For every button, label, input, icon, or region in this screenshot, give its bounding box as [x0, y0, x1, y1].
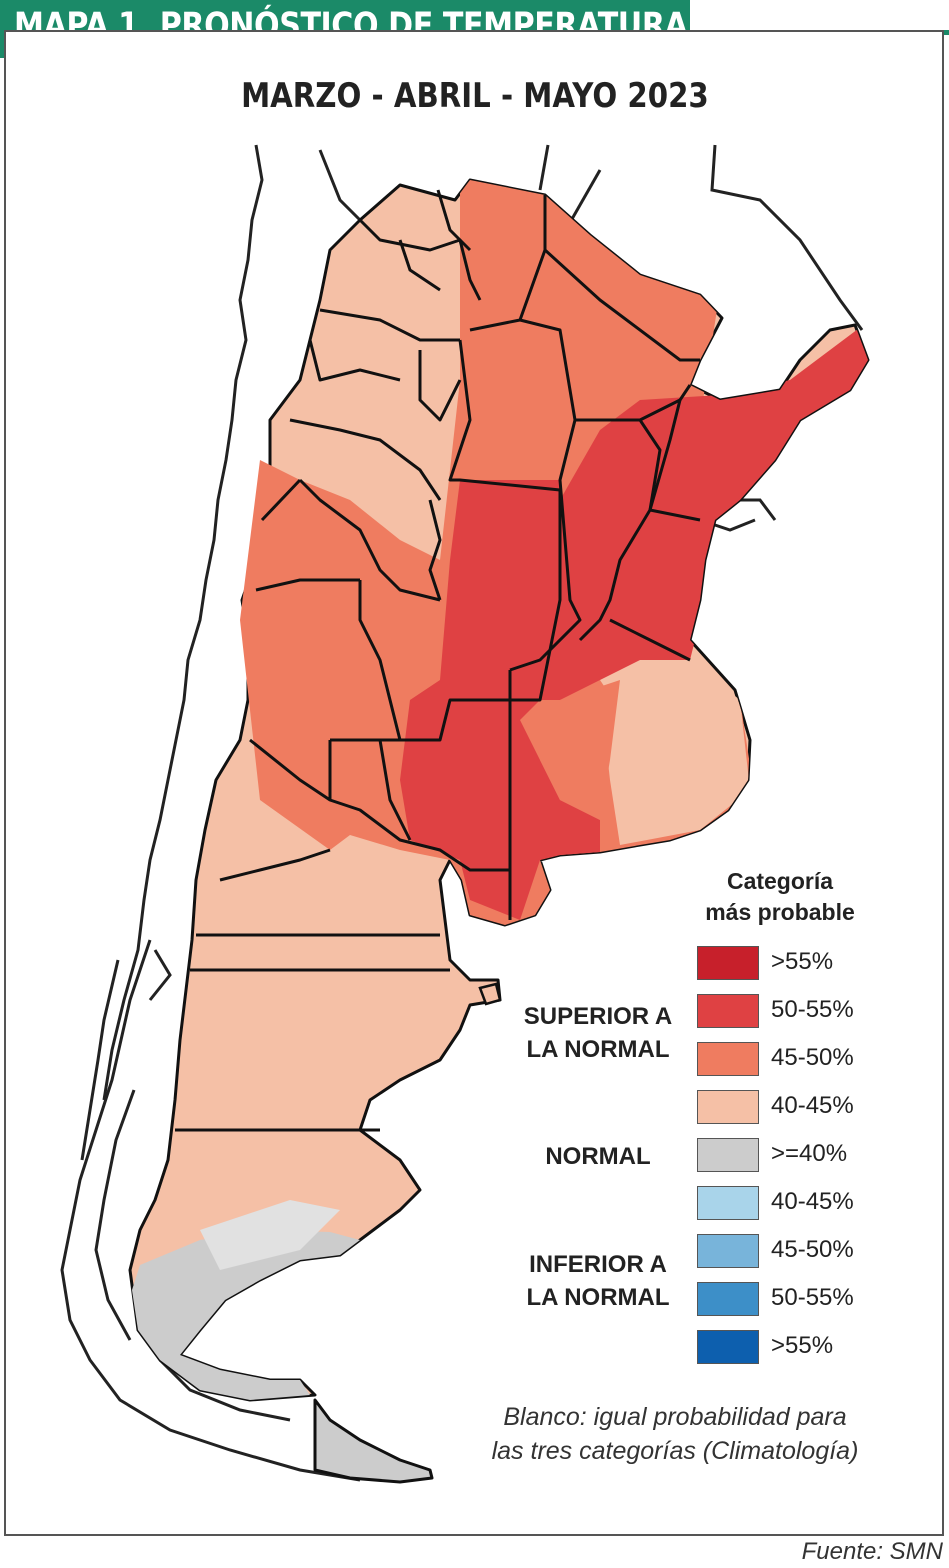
source-credit: Fuente: SMN	[801, 1538, 943, 1565]
legend-swatch-0	[697, 946, 759, 980]
legend-label-3: 40-45%	[771, 1092, 854, 1119]
zone-normal-patagonia-light	[200, 1200, 340, 1270]
zone-50-55-northeast	[540, 320, 868, 700]
legend-title: Categoría más probable	[705, 868, 855, 925]
legend-label-8: >55%	[771, 1332, 834, 1359]
legend-swatch-4	[697, 1138, 759, 1172]
legend-label-5: 40-45%	[771, 1188, 854, 1215]
legend-label-1: 50-55%	[771, 996, 854, 1023]
legend-group-normal: NORMAL	[545, 1143, 651, 1170]
chile-archipelago	[60, 939, 361, 1482]
legend-label-6: 45-50%	[771, 1236, 854, 1263]
legend-swatch-8	[697, 1330, 759, 1364]
coastal-island	[478, 982, 502, 1006]
map-subtitle: MARZO - ABRIL - MAYO 2023	[240, 76, 709, 116]
legend-swatch-7	[697, 1282, 759, 1316]
legend-swatch-2	[697, 1042, 759, 1076]
legend-label-4: >=40%	[771, 1140, 848, 1167]
legend-label-2: 45-50%	[771, 1044, 854, 1071]
legend-swatch-1	[697, 994, 759, 1028]
legend-label-7: 50-55%	[771, 1284, 854, 1311]
legend-label-0: >55%	[771, 948, 834, 975]
zone-normal-patagonia	[132, 1230, 360, 1400]
legend-swatch-6	[697, 1234, 759, 1268]
legend-swatch-3	[697, 1090, 759, 1124]
legend-group-inferior: INFERIOR A LA NORMAL	[526, 1251, 670, 1311]
province-borders	[175, 189, 701, 1132]
tierra-del-fuego	[313, 1398, 434, 1484]
legend-swatch-5	[697, 1186, 759, 1220]
argentina-map	[60, 144, 870, 1484]
neighbour-borders	[102, 144, 864, 1101]
legend-group-superior: SUPERIOR A LA NORMAL	[523, 1003, 673, 1063]
zone-40-45-center	[600, 660, 750, 845]
climatology-note: Blanco: igual probabilidad para las tres…	[491, 1403, 859, 1465]
zone-45-50-pampa	[540, 680, 620, 820]
